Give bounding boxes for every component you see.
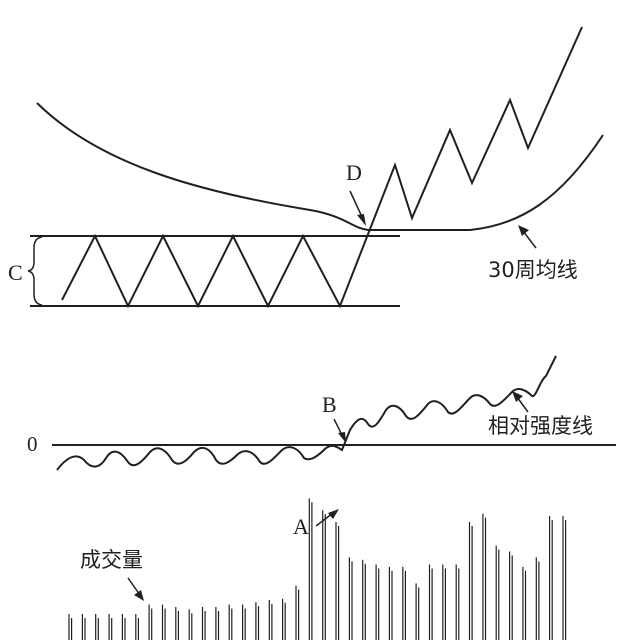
label-volume: 成交量 xyxy=(80,548,143,572)
volume-bar xyxy=(282,598,286,640)
arrow-b-head xyxy=(338,432,346,443)
volume-bar xyxy=(135,614,139,640)
arrow-ma30-head xyxy=(518,225,529,236)
arrow-ma30-shaft xyxy=(522,230,537,249)
volume-bar xyxy=(548,516,553,640)
volume-bar xyxy=(322,510,326,640)
volume-bar xyxy=(188,609,193,640)
volume-bar xyxy=(175,607,179,640)
ma30-curve xyxy=(36,102,604,231)
volume-bar xyxy=(108,614,113,640)
volume-bar xyxy=(201,607,206,640)
volume-bar xyxy=(95,614,99,640)
volume-bar xyxy=(509,551,513,640)
label-rs-line: 相对强度线 xyxy=(488,414,593,438)
volume-bar xyxy=(468,522,473,640)
volume-bar xyxy=(455,564,460,640)
arrow-d-shaft xyxy=(349,190,364,220)
volume-bar xyxy=(121,614,126,640)
volume-bar xyxy=(348,557,353,640)
rs-panel: 0 B 相对强度线 xyxy=(27,355,616,471)
volume-bar xyxy=(242,604,246,640)
volume-bar xyxy=(81,614,86,640)
arrow-volume-head xyxy=(134,590,144,601)
rs-line-curve xyxy=(56,355,557,471)
volume-bar xyxy=(388,566,393,640)
volume-bar xyxy=(161,604,166,640)
label-d: D xyxy=(346,160,362,185)
volume-bar xyxy=(495,545,500,640)
label-c: C xyxy=(8,260,23,285)
range-brace xyxy=(27,236,43,306)
volume-bar xyxy=(148,604,153,640)
arrow-d-head xyxy=(357,214,366,226)
volume-bar xyxy=(562,516,567,640)
volume-bar xyxy=(522,566,527,640)
volume-bar xyxy=(68,614,73,640)
label-zero: 0 xyxy=(27,432,38,456)
volume-bar xyxy=(402,566,406,640)
volume-bar xyxy=(335,522,340,640)
arrow-rs-head xyxy=(512,391,523,402)
label-b: B xyxy=(322,392,337,417)
volume-bar xyxy=(428,564,433,640)
volume-bar xyxy=(255,602,260,640)
volume-panel: A 成交量 xyxy=(68,498,567,640)
volume-bar xyxy=(215,607,220,640)
volume-bar xyxy=(228,604,233,640)
price-panel: C D 30周均线 xyxy=(8,26,604,309)
volume-bars xyxy=(68,498,567,640)
volume-bar xyxy=(535,557,540,640)
volume-bar xyxy=(308,498,313,640)
arrow-a-head xyxy=(328,509,339,519)
volume-bar xyxy=(268,599,273,640)
volume-bar xyxy=(295,585,300,640)
volume-bar xyxy=(415,583,420,640)
volume-bar xyxy=(375,564,380,640)
label-ma30: 30周均线 xyxy=(488,258,578,282)
label-a: A xyxy=(293,514,309,539)
price-zigzag xyxy=(61,26,583,309)
volume-bar xyxy=(482,513,487,640)
volume-bar xyxy=(362,559,366,640)
volume-bar xyxy=(442,564,446,640)
